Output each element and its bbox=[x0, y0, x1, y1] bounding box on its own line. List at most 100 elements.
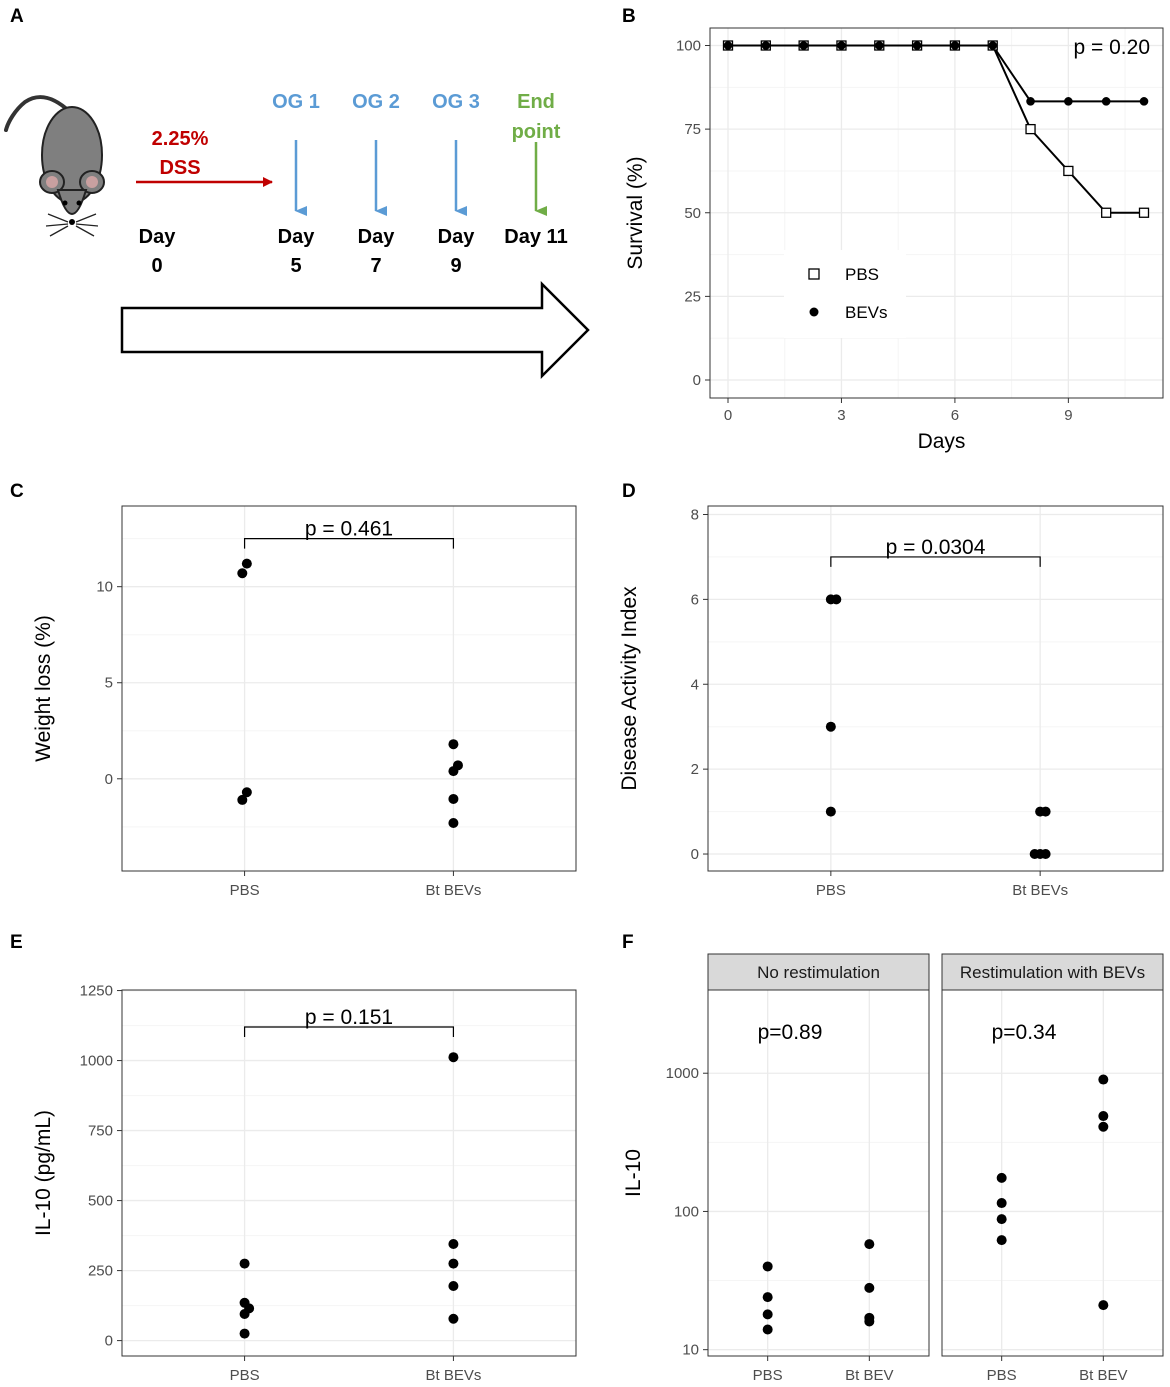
day-word-5: Day bbox=[278, 226, 316, 248]
data-point-pbs bbox=[996, 1198, 1007, 1209]
x-tick-label: PBS bbox=[230, 882, 260, 899]
y-tick-label: 1000 bbox=[666, 1065, 699, 1082]
data-point-bt-bev bbox=[864, 1239, 875, 1250]
y-axis-title: Survival (%) bbox=[624, 156, 647, 269]
x-tick-label: PBS bbox=[753, 1367, 783, 1384]
x-tick-label: 9 bbox=[1064, 407, 1072, 424]
data-point-bt-bevs bbox=[448, 817, 459, 828]
y-tick-label: 0 bbox=[105, 1333, 113, 1350]
plot-border bbox=[709, 27, 1164, 399]
y-tick-label: 1000 bbox=[80, 1053, 113, 1070]
data-point-bevs bbox=[1026, 97, 1035, 106]
panel-letter-b: B bbox=[622, 6, 636, 27]
y-tick-label: 50 bbox=[684, 205, 701, 222]
data-point-bevs bbox=[799, 41, 808, 50]
data-point-bevs bbox=[837, 41, 846, 50]
facet-strip-label: No restimulation bbox=[757, 963, 880, 982]
day-number-7: 7 bbox=[370, 255, 381, 277]
y-tick-label: 0 bbox=[693, 372, 701, 389]
data-point-bevs bbox=[874, 41, 884, 50]
og3-label: OG 3 bbox=[432, 91, 480, 113]
legend-label-bevs: BEVs bbox=[845, 303, 888, 322]
dss-label-line1: 2.25% bbox=[152, 128, 209, 150]
data-point-bt-bev bbox=[1098, 1121, 1109, 1132]
facet-strip bbox=[941, 953, 1164, 991]
legend-label-pbs: PBS bbox=[845, 265, 879, 284]
significance-bracket bbox=[243, 538, 455, 549]
x-tick-label: PBS bbox=[230, 1367, 260, 1384]
x-tick-label: Bt BEVs bbox=[425, 882, 481, 899]
y-tick-label: 6 bbox=[691, 591, 699, 608]
data-point-bevs bbox=[1139, 97, 1149, 106]
data-point-pbs bbox=[996, 1214, 1007, 1225]
data-point-bt-bev bbox=[864, 1316, 875, 1327]
panel-d-dai-chart: 0 2 4 6 8 PBS Bt BEVs Disease Activity Index p =… bbox=[618, 505, 1164, 899]
day-word-0: Day bbox=[139, 226, 177, 248]
data-point-pbs bbox=[239, 1258, 250, 1269]
data-point-pbs bbox=[825, 806, 836, 817]
day-label-11: Day 11 bbox=[504, 226, 567, 248]
plot-border bbox=[121, 989, 577, 1357]
p-value-annotation: p=0.34 bbox=[992, 1021, 1057, 1044]
p-value-annotation: p = 0.20 bbox=[1074, 36, 1150, 59]
significance-bracket bbox=[830, 556, 1041, 567]
x-tick-label: 6 bbox=[951, 407, 959, 424]
y-tick-label: 250 bbox=[88, 1263, 113, 1280]
y-tick-label: 25 bbox=[684, 288, 701, 305]
y-tick-label: 100 bbox=[676, 38, 701, 55]
y-axis-title: IL-10 (pg/mL) bbox=[32, 1110, 55, 1236]
y-axis-title: IL-10 bbox=[622, 1149, 645, 1197]
y-tick-label: 4 bbox=[691, 676, 699, 693]
data-point-pbs bbox=[831, 594, 842, 605]
x-tick-label: 3 bbox=[837, 407, 845, 424]
plot-border bbox=[707, 505, 1164, 872]
data-point-pbs bbox=[1025, 123, 1036, 135]
panel-a-timeline: 2.25% DSS OG 1 OG 2 OG 3 End point Day 0… bbox=[4, 91, 590, 380]
y-axis-title: Disease Activity Index bbox=[618, 586, 641, 791]
data-point-pbs bbox=[241, 558, 252, 569]
y-tick-label: 8 bbox=[691, 506, 699, 523]
mouse-icon bbox=[4, 95, 105, 237]
p-value-annotation: p=0.89 bbox=[758, 1021, 823, 1044]
facet-background bbox=[708, 990, 929, 1356]
data-point-bevs bbox=[988, 41, 998, 50]
og2-label: OG 2 bbox=[352, 91, 400, 113]
data-point-bevs bbox=[1064, 97, 1073, 106]
data-point-bt-bevs bbox=[1040, 806, 1051, 817]
panel-b-survival-chart: 0 25 50 75 100 0 3 6 9 Days Survival (%) p = 0.20 PB… bbox=[624, 27, 1164, 453]
y-tick-label: 75 bbox=[684, 121, 701, 138]
legend-key-bevs bbox=[809, 307, 819, 317]
panel-letter-c: C bbox=[10, 481, 24, 502]
data-point-bt-bevs bbox=[448, 1258, 459, 1269]
y-tick-label: 100 bbox=[674, 1203, 699, 1220]
og1-label: OG 1 bbox=[272, 91, 320, 113]
legend-key-pbs bbox=[808, 268, 820, 280]
data-point-bt-bevs bbox=[1040, 849, 1051, 860]
significance-bracket bbox=[243, 1026, 455, 1037]
day-number-9: 9 bbox=[450, 255, 461, 277]
data-point-pbs bbox=[239, 1308, 250, 1319]
x-tick-label: Bt BEV bbox=[1079, 1367, 1127, 1384]
data-point-pbs bbox=[241, 787, 252, 798]
data-point-pbs bbox=[762, 1324, 773, 1335]
panel-letter-e: E bbox=[10, 932, 23, 953]
data-point-bevs bbox=[1101, 97, 1111, 106]
x-tick-label: Bt BEV bbox=[845, 1367, 893, 1384]
y-tick-label: 750 bbox=[88, 1123, 113, 1140]
data-point-bt-bevs bbox=[448, 1052, 459, 1063]
x-tick-label: PBS bbox=[816, 882, 846, 899]
y-axis-title: Weight loss (%) bbox=[32, 615, 55, 762]
y-tick-label: 0 bbox=[691, 846, 699, 863]
x-axis-title: Days bbox=[918, 430, 966, 453]
endpoint-label-line1: End bbox=[517, 91, 555, 113]
y-tick-label: 5 bbox=[105, 675, 113, 692]
data-point-pbs bbox=[239, 1328, 250, 1339]
panel-f-il10-restim-chart: PBS Bt BEV No restimulation p=0.89 PBS Bt BEV… bbox=[622, 953, 1164, 1384]
data-point-pbs bbox=[996, 1172, 1007, 1183]
data-point-bt-bevs bbox=[452, 760, 463, 771]
facet-strip bbox=[707, 953, 930, 991]
block-arrow-right-icon bbox=[120, 280, 590, 380]
data-point-pbs bbox=[1063, 165, 1074, 177]
facet-strip-label: Restimulation with BEVs bbox=[960, 963, 1145, 982]
